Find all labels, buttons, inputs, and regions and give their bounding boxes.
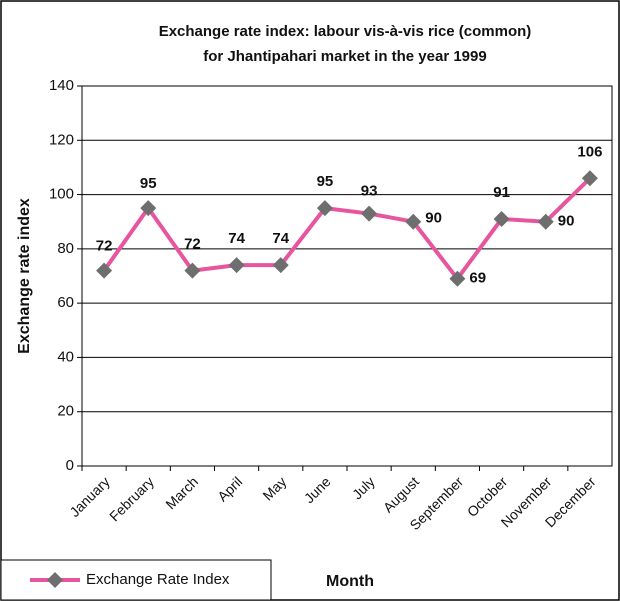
y-tick-label: 140 xyxy=(49,77,74,94)
marker xyxy=(493,211,510,227)
y-tick-label: 100 xyxy=(49,186,74,203)
y-axis-label: Exchange rate index xyxy=(16,198,33,354)
marker xyxy=(96,262,113,279)
marker xyxy=(537,213,554,230)
data-label: 95 xyxy=(317,173,334,190)
marker xyxy=(405,213,422,230)
legend-marker xyxy=(47,572,63,588)
data-label: 74 xyxy=(272,230,289,247)
data-label: 74 xyxy=(228,230,245,247)
y-tick-label: 60 xyxy=(57,294,74,311)
marker xyxy=(449,270,466,287)
chart-title: for Jhantipahari market in the year 1999 xyxy=(203,48,486,65)
chart-title: Exchange rate index: labour vis-à-vis ri… xyxy=(159,23,532,40)
legend-label: Exchange Rate Index xyxy=(86,571,230,588)
data-label: 95 xyxy=(140,175,157,192)
y-tick-label: 80 xyxy=(57,240,74,257)
data-label: 90 xyxy=(425,210,442,227)
data-label: 91 xyxy=(493,184,510,201)
y-tick-label: 20 xyxy=(57,403,74,420)
marker xyxy=(228,257,245,274)
marker xyxy=(184,262,201,279)
marker xyxy=(361,205,378,222)
y-tick-label: 40 xyxy=(57,348,74,365)
x-axis-label: Month xyxy=(326,573,374,590)
data-label: 72 xyxy=(184,236,201,253)
marker xyxy=(316,200,333,217)
marker xyxy=(140,200,157,217)
y-tick-label: 120 xyxy=(49,131,74,148)
data-label: 69 xyxy=(469,270,486,287)
y-tick-label: 0 xyxy=(66,457,74,474)
data-label: 106 xyxy=(577,143,602,160)
data-label: 72 xyxy=(96,238,113,255)
marker xyxy=(581,170,598,187)
data-label: 90 xyxy=(558,213,575,230)
marker xyxy=(272,257,289,274)
data-label: 93 xyxy=(361,183,378,200)
